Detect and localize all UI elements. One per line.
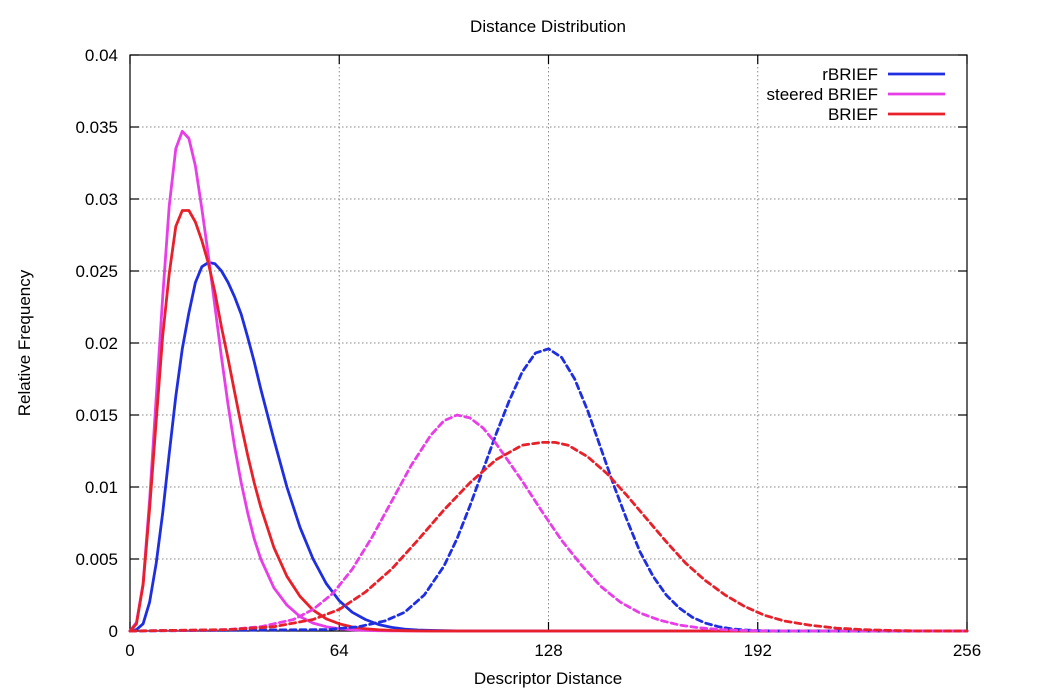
axis-ticks: 0 64 128 192 256 0 0.005 0.01 0.015 0.02 0.025 0.03…: [75, 46, 981, 660]
y-tick-label: 0.025: [75, 262, 118, 281]
y-tick-label: 0.01: [85, 478, 118, 497]
y-tick-label: 0.035: [75, 118, 118, 137]
x-tick-label: 0: [125, 641, 134, 660]
series-lines: [128, 129, 969, 633]
x-tick-label: 64: [330, 641, 349, 660]
chart-title: Distance Distribution: [470, 17, 626, 36]
y-tick-label: 0.02: [85, 334, 118, 353]
y-tick-label: 0.005: [75, 550, 118, 569]
y-tick-label: 0.04: [85, 46, 118, 65]
y-tick-label: 0: [109, 622, 118, 641]
y-axis-label: Relative Frequency: [15, 269, 34, 416]
x-tick-label: 128: [534, 641, 562, 660]
x-axis-label: Descriptor Distance: [474, 669, 622, 688]
legend-label: rBRIEF: [822, 65, 878, 84]
x-tick-label: 192: [744, 641, 772, 660]
brief-line: [128, 209, 969, 633]
legend-label: steered BRIEF: [767, 85, 879, 104]
grid: [130, 55, 967, 631]
x-tick-label: 256: [953, 641, 981, 660]
legend-label: BRIEF: [828, 105, 878, 124]
y-tick-label: 0.015: [75, 406, 118, 425]
y-tick-label: 0.03: [85, 190, 118, 209]
series-dashed-line: [128, 441, 969, 633]
series-dashed-line: [128, 413, 969, 633]
